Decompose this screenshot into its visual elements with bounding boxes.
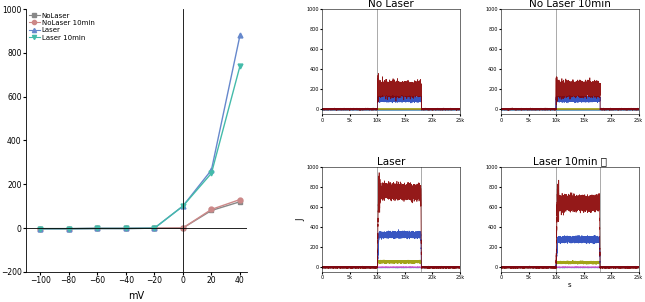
Title: Laser: Laser xyxy=(377,157,405,167)
NoLaser 10min xyxy=(179,226,187,230)
NoLaser 10min xyxy=(64,227,72,230)
Title: No Laser: No Laser xyxy=(368,0,414,9)
Title: No Laser 10min: No Laser 10min xyxy=(529,0,611,9)
Laser xyxy=(64,227,72,230)
NoLaser xyxy=(208,209,215,212)
Laser xyxy=(36,227,44,230)
NoLaser xyxy=(122,226,130,230)
Line: Laser: Laser xyxy=(37,33,243,231)
NoLaser xyxy=(36,227,44,230)
NoLaser 10min xyxy=(236,198,244,201)
NoLaser xyxy=(64,227,72,230)
NoLaser 10min xyxy=(122,226,130,230)
Laser xyxy=(122,226,130,230)
Laser xyxy=(208,168,215,172)
Laser 10min xyxy=(179,204,187,208)
NoLaser 10min xyxy=(208,207,215,211)
NoLaser xyxy=(94,226,101,230)
Laser 10min xyxy=(94,226,101,230)
NoLaser xyxy=(150,226,158,230)
Laser xyxy=(179,204,187,208)
Laser 10min xyxy=(150,226,158,230)
NoLaser xyxy=(179,226,187,230)
Y-axis label: J: J xyxy=(296,218,305,220)
X-axis label: mV: mV xyxy=(128,291,144,300)
Laser 10min xyxy=(64,227,72,230)
Line: NoLaser 10min: NoLaser 10min xyxy=(37,197,243,231)
Line: NoLaser: NoLaser xyxy=(37,199,243,231)
X-axis label: s: s xyxy=(568,282,571,288)
Laser 10min xyxy=(122,226,130,230)
NoLaser xyxy=(236,200,244,204)
Title: Laser 10min 후: Laser 10min 후 xyxy=(533,157,607,167)
Laser 10min xyxy=(36,227,44,230)
Line: Laser 10min: Laser 10min xyxy=(37,63,243,231)
Laser 10min xyxy=(208,172,215,175)
NoLaser 10min xyxy=(150,226,158,230)
Laser xyxy=(94,226,101,230)
NoLaser 10min xyxy=(94,226,101,230)
NoLaser 10min xyxy=(36,227,44,230)
Legend: NoLaser, NoLaser 10min, Laser, Laser 10min: NoLaser, NoLaser 10min, Laser, Laser 10m… xyxy=(29,12,95,41)
Laser xyxy=(236,34,244,37)
Laser 10min xyxy=(236,64,244,68)
Laser xyxy=(150,226,158,230)
